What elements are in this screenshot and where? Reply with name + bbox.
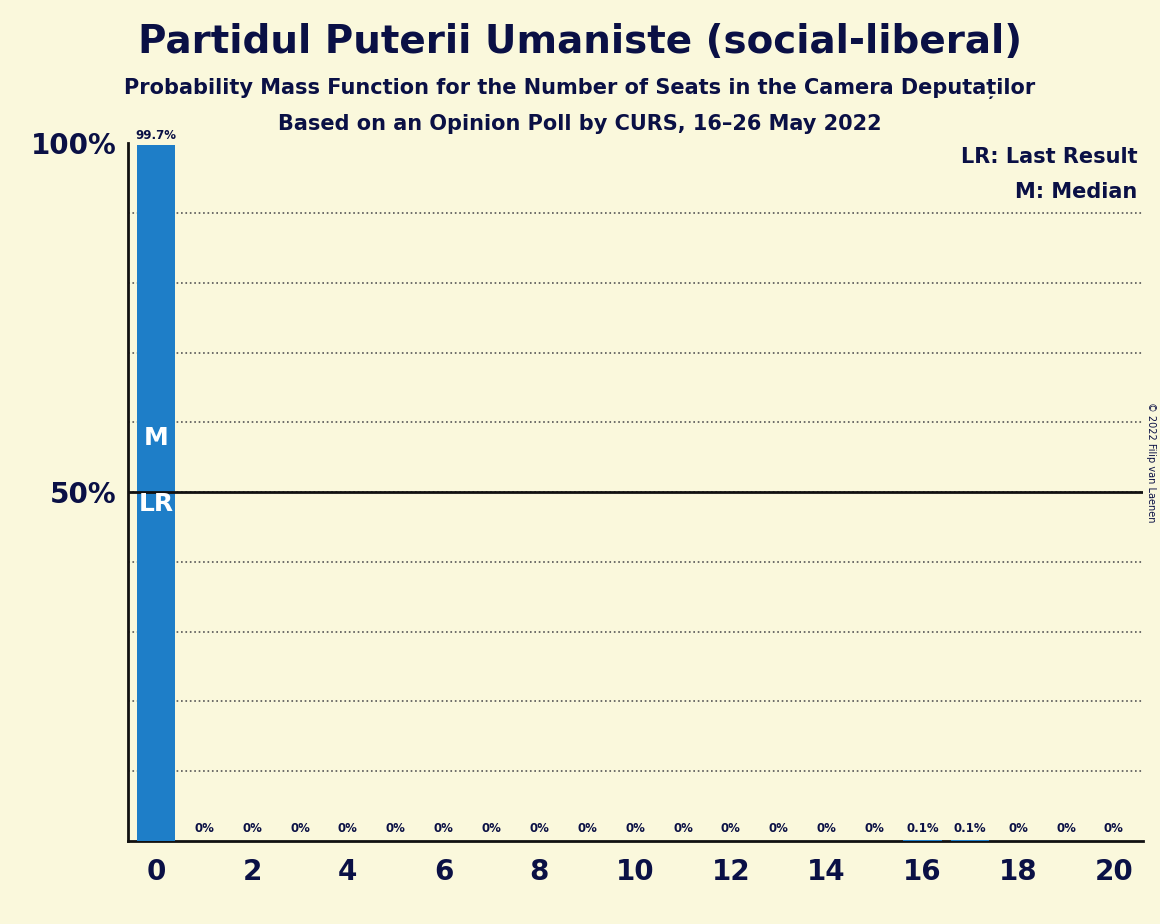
Text: 0%: 0%	[625, 822, 645, 835]
Text: 0%: 0%	[578, 822, 597, 835]
Text: 0%: 0%	[1008, 822, 1028, 835]
Text: LR: Last Result: LR: Last Result	[960, 147, 1138, 166]
Text: 0.1%: 0.1%	[906, 822, 938, 835]
Text: LR: LR	[139, 492, 174, 516]
Text: 0%: 0%	[290, 822, 310, 835]
Text: 99.7%: 99.7%	[136, 128, 176, 141]
Text: 0%: 0%	[1104, 822, 1124, 835]
Bar	[137, 145, 175, 841]
Text: 0.1%: 0.1%	[954, 822, 986, 835]
Text: 0%: 0%	[673, 822, 693, 835]
Text: Partidul Puterii Umaniste (social-liberal): Partidul Puterii Umaniste (social-libera…	[138, 23, 1022, 61]
Text: M: M	[144, 426, 168, 450]
Text: Probability Mass Function for the Number of Seats in the Camera Deputaților: Probability Mass Function for the Number…	[124, 78, 1036, 99]
Text: M: Median: M: Median	[1015, 182, 1138, 201]
Text: 0%: 0%	[817, 822, 836, 835]
Text: Based on an Opinion Poll by CURS, 16–26 May 2022: Based on an Opinion Poll by CURS, 16–26 …	[278, 114, 882, 134]
Text: 0%: 0%	[720, 822, 741, 835]
Text: 0%: 0%	[338, 822, 357, 835]
Text: 0%: 0%	[194, 822, 215, 835]
Text: 0%: 0%	[242, 822, 262, 835]
Text: 0%: 0%	[434, 822, 454, 835]
Text: 0%: 0%	[386, 822, 406, 835]
Text: 0%: 0%	[769, 822, 789, 835]
Text: 0%: 0%	[864, 822, 884, 835]
Text: 0%: 0%	[481, 822, 501, 835]
Text: 0%: 0%	[1056, 822, 1076, 835]
Text: 0%: 0%	[529, 822, 550, 835]
Text: © 2022 Filip van Laenen: © 2022 Filip van Laenen	[1146, 402, 1155, 522]
